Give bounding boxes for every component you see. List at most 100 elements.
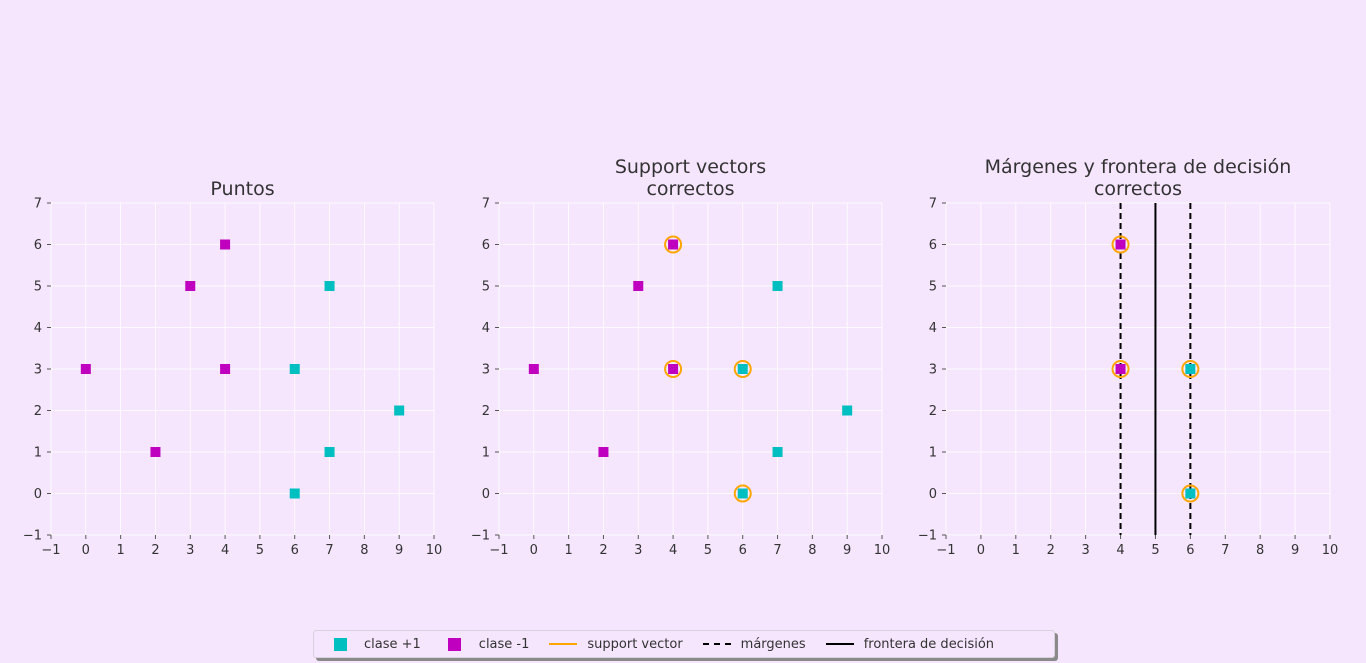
x-tick-label: 7 (773, 543, 781, 558)
point-clase-neg (80, 364, 91, 374)
y-tick-label: 1 (482, 446, 490, 461)
x-tick-label: 10 (1322, 543, 1339, 558)
support-vector-circle (1111, 360, 1130, 378)
point-clase-neg (1115, 364, 1126, 374)
legend-label: frontera de decisión (863, 636, 995, 652)
x-tick-label: 5 (704, 543, 712, 558)
support-vector-circle (1181, 360, 1200, 378)
legend-marker-margenes (702, 643, 731, 645)
y-tick-label: 3 (34, 363, 42, 378)
chart-panel-3: −1 0 1 2 3 4 5 6 7 8 9 10 −1 0 1 2 3 4 5 6 7 Márgenes y front… (918, 156, 1338, 558)
x-tick-label: 9 (843, 543, 851, 558)
point-clase-neg (1115, 239, 1126, 250)
support-vector-circle (664, 360, 683, 378)
y-tick-label: 4 (482, 321, 490, 336)
y-tick-label: 4 (34, 321, 42, 336)
y-tick-label: 2 (34, 404, 42, 419)
x-tick-label: 5 (256, 543, 264, 558)
point-clase-neg (220, 364, 231, 374)
point-clase-neg (150, 447, 161, 457)
point-clase-pos (324, 447, 335, 457)
point-clase-pos (772, 281, 783, 291)
support-vector-circle (733, 360, 752, 378)
chart-title: Márgenes y frontera de decisión (985, 156, 1292, 178)
y-tick-label: 1 (929, 446, 937, 461)
legend-marker-clase-neg (448, 637, 462, 651)
point-clase-pos (289, 488, 300, 499)
x-tick-label: −1 (489, 543, 508, 558)
chart-title: Support vectors (615, 156, 766, 178)
y-tick-label: 5 (34, 280, 42, 295)
x-tick-label: 3 (634, 543, 642, 558)
point-clase-neg (668, 239, 679, 250)
y-tick-label: 1 (34, 446, 42, 461)
point-clase-pos (772, 447, 783, 457)
support-vector-circle (1181, 484, 1200, 503)
legend-label: márgenes (740, 636, 806, 652)
x-tick-label: 6 (291, 543, 299, 558)
y-tick-label: 7 (929, 197, 937, 212)
legend-item-clase-pos: clase +1 (326, 637, 421, 652)
x-tick-label: 3 (1081, 543, 1089, 558)
y-tick-label: 7 (482, 197, 490, 212)
y-tick-label: 0 (34, 487, 42, 502)
point-clase-pos (289, 364, 300, 374)
x-tick-label: 2 (1047, 543, 1055, 558)
point-clase-neg (528, 364, 539, 374)
y-tick-label: −1 (23, 529, 42, 544)
x-tick-label: 4 (221, 543, 229, 558)
chart-title: correctos (1094, 178, 1182, 200)
x-tick-label: 8 (360, 543, 368, 558)
x-tick-label: 2 (599, 543, 607, 558)
point-clase-pos (842, 405, 853, 416)
legend-marker-clase-pos (333, 637, 347, 651)
chart-title: correctos (646, 178, 734, 200)
point-clase-pos (394, 405, 405, 416)
y-tick-label: 7 (34, 197, 42, 212)
point-clase-pos (737, 488, 748, 499)
point-clase-pos (324, 281, 335, 291)
y-tick-label: 3 (929, 363, 937, 378)
x-tick-label: 5 (1151, 543, 1159, 558)
x-tick-label: 0 (82, 543, 90, 558)
x-tick-label: 6 (739, 543, 747, 558)
point-clase-pos (1185, 488, 1196, 499)
x-tick-label: 9 (1291, 543, 1299, 558)
x-tick-label: 7 (325, 543, 333, 558)
x-tick-label: 10 (426, 543, 443, 558)
y-tick-label: −1 (918, 529, 937, 544)
y-tick-label: 0 (482, 487, 490, 502)
legend-item-margenes: márgenes (702, 636, 806, 652)
x-tick-label: 7 (1221, 543, 1229, 558)
x-tick-label: 8 (1256, 543, 1264, 558)
x-tick-label: 1 (1012, 543, 1020, 558)
x-tick-label: 0 (977, 543, 985, 558)
x-tick-label: 10 (874, 543, 891, 558)
y-tick-label: 2 (929, 404, 937, 419)
y-tick-label: 6 (929, 238, 937, 253)
x-tick-label: 1 (564, 543, 572, 558)
x-tick-label: 6 (1186, 543, 1194, 558)
x-tick-label: 1 (116, 543, 124, 558)
legend: clase +1 clase -1 support vector márgene… (313, 630, 1055, 658)
chart-title: Puntos (210, 178, 274, 200)
y-tick-label: 2 (482, 404, 490, 419)
x-tick-label: 4 (669, 543, 677, 558)
point-clase-pos (1185, 364, 1196, 374)
legend-item-clase-neg: clase -1 (441, 636, 530, 652)
y-tick-label: 3 (482, 363, 490, 378)
legend-item-support-vector: support vector (549, 637, 683, 652)
legend-label: clase -1 (478, 636, 530, 652)
chart-panel-1: −1 0 1 2 3 4 5 6 7 8 9 10 −1 0 1 2 3 4 5 6 7 Puntos (23, 178, 442, 558)
x-tick-label: −1 (41, 543, 60, 558)
chart-panel-2: −1 0 1 2 3 4 5 6 7 8 9 10 −1 0 1 2 3 4 5 6 7 Support vectorsc… (471, 156, 890, 558)
y-tick-label: 5 (482, 280, 490, 295)
y-tick-label: 6 (482, 238, 490, 253)
legend-label: clase +1 (364, 636, 421, 652)
y-tick-label: 0 (929, 487, 937, 502)
y-tick-label: −1 (471, 529, 490, 544)
point-clase-neg (668, 364, 679, 374)
point-clase-pos (737, 364, 748, 374)
support-vector-circle (1111, 235, 1130, 254)
